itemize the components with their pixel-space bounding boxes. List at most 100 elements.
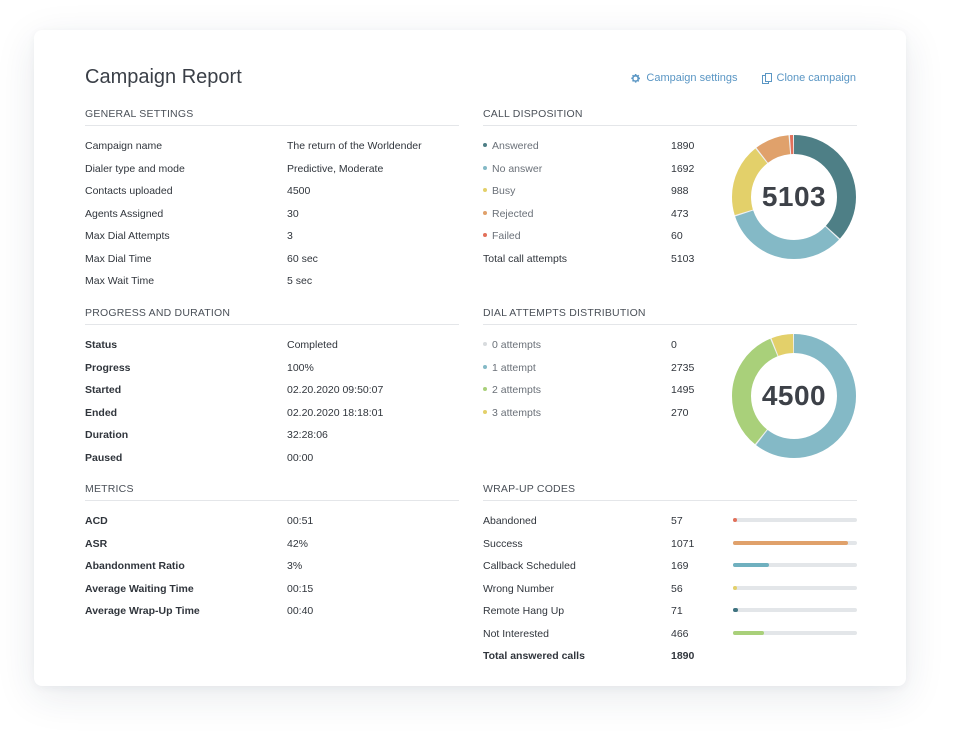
- wrapup-bar-fill: [733, 540, 849, 545]
- row-value: 00:00: [287, 451, 314, 464]
- wrapup-row: Remote Hang Up 71: [483, 599, 857, 622]
- legend-label: 2 attempts: [483, 384, 541, 396]
- row-value: 00:40: [287, 605, 314, 617]
- legend-dot: [483, 188, 487, 192]
- legend-label: 1 attempt: [483, 362, 536, 374]
- wrapup-row: Not Interested 466: [483, 622, 857, 645]
- row-label: Duration: [85, 429, 129, 441]
- legend-dot: [483, 342, 487, 346]
- section-heading: METRICS: [85, 483, 459, 501]
- wrapup-label: Callback Scheduled: [483, 560, 576, 572]
- row-label: Campaign name: [85, 140, 163, 152]
- legend-row: Failed 60: [483, 224, 857, 247]
- wrapup-value: 71: [671, 605, 683, 617]
- legend-label: 3 attempts: [483, 407, 541, 419]
- row-label: Abandonment Ratio: [85, 560, 185, 572]
- metrics-rows: ACD 00:51 ASR 42% Abandonment Ratio 3% Average…: [85, 509, 459, 622]
- donut-segment: [732, 334, 856, 458]
- campaign-settings-link[interactable]: Campaign settings: [630, 72, 738, 84]
- legend-text: 1 attempt: [492, 361, 536, 374]
- legend-dot: [483, 364, 487, 369]
- row-label: Max Wait Time: [85, 275, 155, 287]
- legend-value: 270: [671, 406, 689, 419]
- section-heading: GENERAL SETTINGS: [85, 108, 459, 126]
- legend-value: 1495: [671, 384, 695, 396]
- general-settings-section: GENERAL SETTINGS Campaign name The return…: [85, 108, 459, 292]
- row-label: ASR: [85, 537, 108, 550]
- page-title: Campaign Report: [85, 66, 242, 88]
- legend-value: 0: [671, 339, 677, 351]
- metrics-section: METRICS ACD 00:51 ASR 42% Abandonment Ratio 3…: [85, 483, 459, 622]
- row-value: 02.20.2020 18:18:01: [287, 406, 384, 419]
- row-label: Dialer type and mode: [85, 162, 185, 175]
- legend-row: 1 attempt 2735: [483, 356, 857, 379]
- clone-campaign-link[interactable]: Clone campaign: [761, 72, 857, 84]
- total-row: Total answered calls 1890: [483, 644, 857, 667]
- legend-text: 3 attempts: [492, 406, 542, 419]
- row-value: Predictive, Moderate: [287, 162, 384, 175]
- wrapup-label: Abandoned: [483, 515, 537, 527]
- legend-label: Busy: [483, 185, 515, 197]
- legend-label: Failed: [483, 230, 521, 242]
- row-label: Contacts uploaded: [85, 185, 173, 197]
- call-disposition-donut: 5103: [732, 135, 856, 264]
- info-row: Campaign name The return of the Worldende…: [85, 134, 459, 157]
- wrapup-bar-fill: [733, 585, 737, 590]
- info-row: Dialer type and mode Predictive, Moderate: [85, 157, 459, 180]
- row-label: Status: [85, 339, 118, 351]
- legend-text: Failed: [492, 230, 521, 242]
- wrapup-bar-track: [733, 518, 857, 522]
- total-row: Total call attempts 5103: [483, 247, 857, 270]
- general-rows: Campaign name The return of the Worldende…: [85, 134, 459, 292]
- info-row: Ended 02.20.2020 18:18:01: [85, 401, 459, 424]
- info-row: Max Dial Attempts 3: [85, 224, 459, 247]
- legend-dot: [483, 143, 487, 147]
- legend-label: No answer: [483, 163, 542, 175]
- wrapup-value: 57: [671, 515, 683, 527]
- clone-campaign-label: Clone campaign: [776, 72, 857, 84]
- legend-row: 0 attempts 0: [483, 333, 857, 356]
- wrapup-bar-fill: [733, 518, 737, 522]
- copy-icon: [761, 72, 772, 84]
- legend-dot: [483, 409, 487, 414]
- row-value: 5 sec: [287, 275, 313, 287]
- wrapup-bar-track: [733, 630, 857, 635]
- info-row: Agents Assigned 30: [85, 202, 459, 225]
- legend-label: Answered: [483, 140, 539, 152]
- donut-total: 4500: [761, 380, 827, 411]
- row-label: ACD: [85, 515, 108, 527]
- donut-total: 5103: [761, 181, 827, 212]
- total-value: 1890: [671, 650, 695, 662]
- wrapup-label: Remote Hang Up: [483, 605, 565, 617]
- dial-attempts-donut: 4500: [732, 334, 856, 463]
- row-label: Agents Assigned: [85, 207, 164, 220]
- wrapup-value: 169: [671, 560, 689, 572]
- header-actions: Campaign settings Clone campaign: [630, 72, 856, 84]
- wrapup-row: Wrong Number 56: [483, 577, 857, 600]
- wrapup-bar-fill: [733, 563, 769, 567]
- legend-dot: [483, 210, 487, 215]
- row-value: 42%: [287, 537, 309, 550]
- campaign-settings-label: Campaign settings: [646, 72, 738, 84]
- row-value: 00:51: [287, 515, 314, 527]
- gear-icon: [630, 73, 641, 84]
- wrapup-value: 1071: [671, 537, 695, 550]
- wrapup-label: Wrong Number: [483, 582, 554, 595]
- legend-value: 60: [671, 230, 683, 242]
- legend-dot: [483, 387, 487, 391]
- section-heading: CALL DISPOSITION: [483, 108, 857, 126]
- row-value: Completed: [287, 339, 338, 351]
- legend-value: 988: [671, 185, 689, 197]
- legend-row: 2 attempts 1495: [483, 378, 857, 401]
- disposition-rows: Answered 1890 No answer 1692 Busy 988 Rejected…: [483, 134, 857, 269]
- row-label: Average Wrap-Up Time: [85, 605, 200, 617]
- row-value: 02.20.2020 09:50:07: [287, 384, 384, 396]
- total-label: Total answered calls: [483, 650, 585, 662]
- donut-segment: [732, 334, 856, 458]
- info-row: Started 02.20.2020 09:50:07: [85, 378, 459, 401]
- legend-text: 2 attempts: [492, 384, 542, 396]
- row-value: 00:15: [287, 582, 314, 595]
- wrapup-rows: Abandoned 57 Success 1071 Callback Scheduled…: [483, 509, 857, 667]
- progress-section: PROGRESS AND DURATION Status Completed Pro…: [85, 307, 459, 468]
- legend-text: No answer: [492, 162, 543, 175]
